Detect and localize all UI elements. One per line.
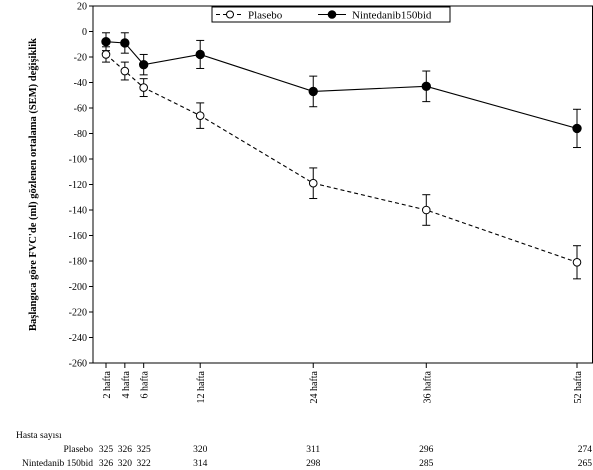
table-cell-count: 296 (419, 445, 434, 455)
legend-label-plasebo: Plasebo (248, 10, 283, 22)
series-line-nintedanib (105, 41, 578, 129)
x-tick-label: 52 hafta (573, 370, 584, 403)
y-tick-label: -80 (74, 129, 87, 140)
series-layer (101, 32, 582, 280)
y-tick-label: -100 (69, 155, 87, 166)
table-cell-count: 265 (578, 459, 593, 469)
series-line-plasebo (105, 54, 578, 263)
table-cell-count: 325 (137, 445, 152, 455)
table-row-label: Nintedanib 150bid (22, 459, 93, 469)
legend-marker-nintedanib (327, 10, 337, 19)
y-tick-label: 20 (77, 2, 87, 13)
y-tick-label: -180 (69, 257, 87, 268)
table-cell-count: 320 (193, 445, 208, 455)
legend: Plasebo Nintedanib150bid (211, 6, 451, 23)
series-nintedanib (101, 32, 582, 149)
data-point-plasebo (120, 66, 130, 76)
data-point-nintedanib (421, 81, 431, 92)
table-cell-count: 326 (118, 445, 133, 455)
table-cell-count: 314 (193, 459, 208, 469)
table-cell-count: 274 (578, 445, 593, 455)
table-cell-count: 285 (419, 459, 434, 469)
y-tick-label: -260 (69, 359, 87, 370)
data-point-nintedanib (138, 59, 149, 70)
table-cell-count: 311 (306, 445, 320, 455)
x-tick-label: 24 hafta (309, 370, 320, 403)
x-tick-label: 4 hafta (121, 370, 132, 398)
table-cell-count: 326 (99, 459, 114, 469)
table-cell-count: 322 (137, 459, 152, 469)
data-point-plasebo (101, 50, 111, 59)
data-point-nintedanib (120, 38, 130, 48)
legend-marker-plasebo (226, 10, 234, 19)
y-tick-label: -120 (69, 180, 87, 191)
table-cell-count: 320 (118, 459, 133, 469)
y-tick-label: 0 (82, 27, 87, 38)
x-tick-label: 2 hafta (102, 370, 113, 398)
table-title: Hasta sayısı (16, 431, 62, 441)
x-tick-label: 12 hafta (196, 370, 207, 403)
table-cell-count: 325 (99, 445, 114, 455)
data-point-nintedanib (195, 49, 205, 60)
y-tick-label: -40 (74, 78, 87, 89)
series-plasebo (101, 46, 582, 280)
data-point-nintedanib (572, 123, 582, 134)
data-point-plasebo (572, 257, 582, 267)
y-tick-label: -20 (74, 53, 87, 64)
x-tick-label: 6 hafta (140, 370, 151, 398)
data-point-nintedanib (308, 86, 318, 97)
legend-label-nintedanib: Nintedanib150bid (352, 10, 432, 22)
axes: 20 0 -20 -40 -60 -80 -100 -120 -140 -160 -180 -200 -… (28, 2, 593, 404)
y-tick-label: -160 (69, 231, 87, 242)
x-tick-label: 36 hafta (422, 370, 433, 403)
y-tick-label: -220 (69, 308, 87, 319)
data-point-plasebo (195, 111, 205, 120)
y-tick-label: -140 (69, 206, 87, 217)
y-tick-label: -240 (69, 333, 87, 344)
table-row-label: Plasebo (63, 445, 93, 455)
y-tick-label: -60 (74, 104, 87, 115)
data-point-plasebo (421, 205, 431, 215)
data-point-plasebo (139, 83, 148, 92)
data-point-nintedanib (101, 37, 111, 47)
data-point-plasebo (308, 178, 318, 188)
y-tick-label: -200 (69, 282, 87, 293)
table-cell-count: 298 (306, 459, 321, 469)
y-axis-title: Başlangıca göre FVC'de (ml) gözlenen ort… (28, 38, 39, 331)
